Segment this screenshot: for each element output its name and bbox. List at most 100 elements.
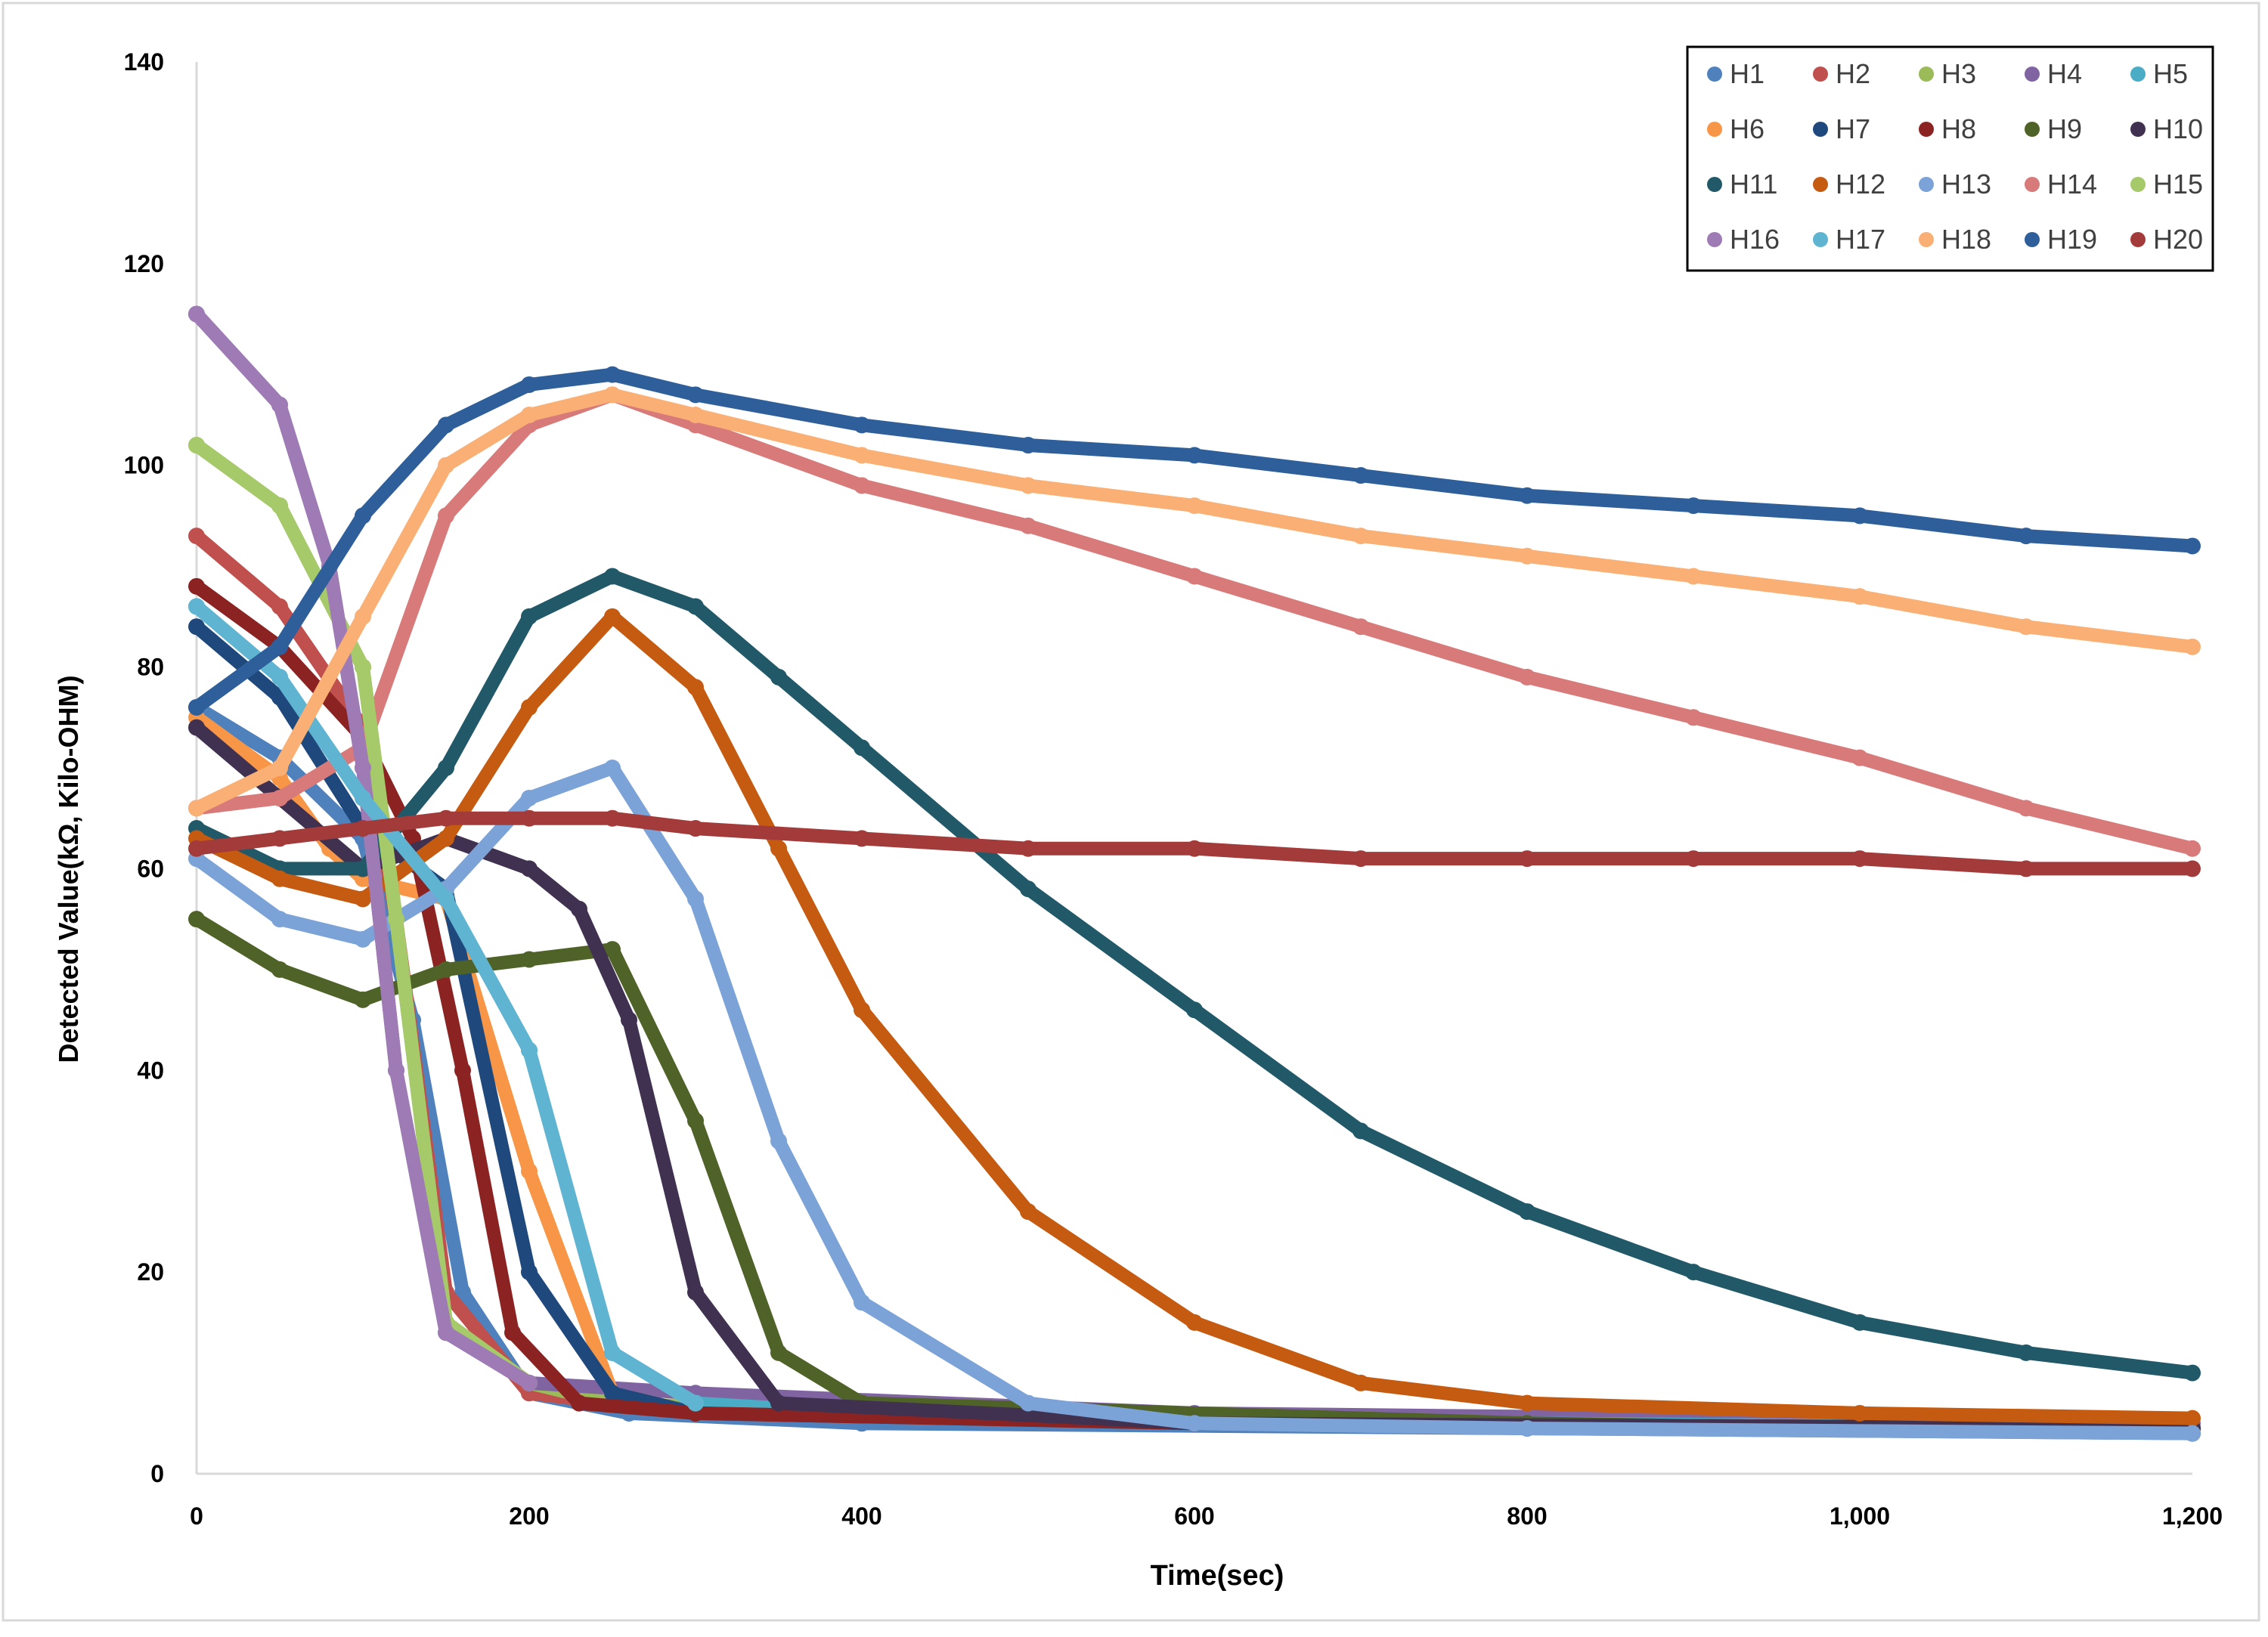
legend-marker [2130, 177, 2146, 192]
data-point [521, 376, 538, 393]
data-point [438, 760, 454, 776]
legend-label: H20 [2153, 224, 2203, 255]
y-axis-title: Detected Value(kΩ, Kilo-OHM) [53, 676, 84, 1063]
legend-marker [2025, 67, 2040, 82]
data-point [521, 809, 538, 827]
series-line [190, 367, 2199, 714]
legend-label: H13 [1941, 169, 1991, 200]
series-h19 [188, 366, 2201, 716]
data-point [2184, 1410, 2201, 1427]
data-point [687, 386, 704, 404]
legend-label: H2 [1836, 58, 1870, 89]
data-point [1352, 467, 1369, 484]
legend-marker [1707, 232, 1722, 247]
data-point [271, 961, 288, 978]
legend-label: H1 [1730, 58, 1765, 89]
data-point [854, 416, 870, 434]
data-point [571, 900, 587, 918]
legend-label: H15 [2153, 169, 2203, 200]
x-tick-label: 200 [509, 1502, 549, 1530]
data-point [854, 477, 870, 494]
legend: H1 H2 H3 H4 H5 H6 H7 H8 H9 H10 H11 H12 H13 H14 H15 H16 H… [1686, 45, 2214, 272]
legend-marker [2130, 67, 2146, 82]
data-point [1020, 517, 1036, 534]
data-point [271, 396, 288, 413]
data-point [1186, 1314, 1203, 1331]
data-point [188, 698, 205, 716]
series-h13 [188, 760, 2201, 1442]
data-point [188, 528, 205, 545]
series-line [190, 811, 2199, 876]
data-point [188, 598, 205, 615]
legend-marker [1813, 177, 1828, 192]
legend-marker [1813, 67, 1828, 82]
y-tick-label: 140 [124, 48, 164, 76]
legend-label: H4 [2047, 58, 2082, 89]
data-point [1020, 477, 1036, 494]
legend-marker [1813, 122, 1828, 137]
legend-marker [2130, 122, 2146, 137]
data-point [687, 1283, 704, 1301]
data-point [2018, 618, 2034, 636]
data-point [1519, 1419, 1535, 1437]
data-point [2018, 800, 2034, 817]
data-point [271, 497, 288, 515]
legend-label: H5 [2153, 58, 2188, 89]
legend-label: H12 [1836, 169, 1885, 200]
data-point [521, 1264, 538, 1281]
x-axis-ticks: 0 200 400 600 800 1,000 1,200 [190, 1502, 2223, 1530]
data-point [1186, 497, 1203, 515]
legend-box [1686, 45, 2214, 272]
data-point [521, 790, 538, 807]
data-point [687, 407, 704, 423]
data-point [2184, 1364, 2201, 1382]
data-point [854, 1294, 870, 1311]
data-point [188, 840, 205, 857]
legend-label: H8 [1941, 113, 1976, 144]
legend-marker [1813, 232, 1828, 247]
legend-label: H19 [2047, 224, 2097, 255]
data-point [355, 658, 371, 676]
data-point [1851, 507, 1868, 525]
legend-label: H14 [2047, 169, 2097, 200]
data-point [604, 1344, 621, 1361]
data-point [2018, 1344, 2034, 1361]
series-line [190, 388, 2199, 815]
data-point [770, 1394, 787, 1412]
data-point [1186, 1415, 1203, 1432]
y-tick-label: 100 [124, 452, 164, 479]
y-tick-label: 80 [137, 654, 164, 681]
data-point [854, 830, 870, 847]
data-point [271, 760, 288, 776]
legend-label: H17 [1836, 224, 1885, 255]
x-tick-label: 1,000 [1830, 1502, 1890, 1530]
data-point [355, 890, 371, 908]
data-point [604, 608, 621, 625]
data-point [355, 760, 371, 776]
legend-marker [2025, 122, 2040, 137]
legend-marker [1919, 232, 1934, 247]
y-tick-label: 60 [137, 855, 164, 882]
data-point [521, 1041, 538, 1059]
data-point [687, 679, 704, 696]
data-point [521, 698, 538, 716]
data-point [687, 598, 704, 615]
plot-series [188, 305, 2201, 1442]
data-point [355, 608, 371, 625]
data-point [188, 577, 205, 595]
data-point [521, 1374, 538, 1391]
data-point [438, 1324, 454, 1341]
data-point [521, 1162, 538, 1180]
data-point [271, 638, 288, 655]
data-point [1685, 850, 1702, 868]
data-point [271, 870, 288, 887]
data-point [1685, 1264, 1702, 1281]
data-point [770, 840, 787, 857]
data-point [2184, 638, 2201, 655]
legend-items: H1 H2 H3 H4 H5 H6 H7 H8 H9 H10 H11 H12 H13 H14 H15 H16 H… [1707, 58, 2203, 255]
data-point [1851, 1314, 1868, 1331]
data-point [2018, 528, 2034, 545]
data-point [770, 1344, 787, 1361]
data-point [1519, 850, 1535, 868]
data-point [1352, 1122, 1369, 1140]
